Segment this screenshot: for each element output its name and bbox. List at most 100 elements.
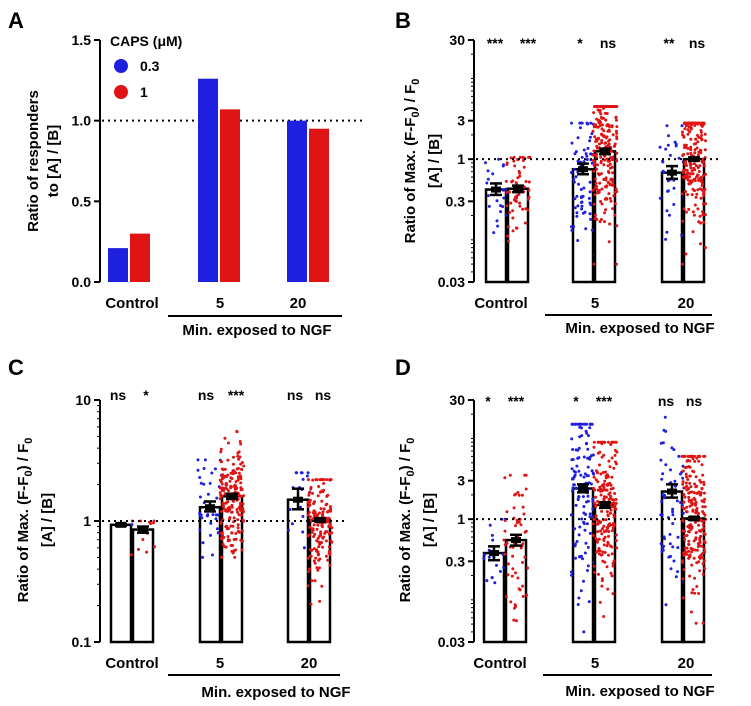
data-point-red (610, 456, 614, 460)
data-point-red (326, 493, 330, 497)
data-point-blue (302, 546, 306, 550)
category-label: 5 (591, 295, 599, 312)
data-point-red (330, 526, 334, 530)
data-point-blue (588, 531, 592, 535)
data-point-red (527, 180, 531, 184)
data-point-red (509, 156, 513, 160)
data-point-red (698, 478, 702, 482)
data-point-red (232, 499, 235, 503)
data-point-blue (499, 210, 503, 214)
data-point-red (703, 213, 707, 217)
data-point-red (685, 534, 689, 537)
data-point-red (526, 566, 530, 570)
data-point-blue (210, 471, 214, 475)
data-point-red (614, 539, 618, 543)
data-point-red (594, 478, 598, 482)
data-point-red (683, 534, 686, 538)
data-point-red (693, 151, 697, 155)
data-point-blue (583, 472, 587, 476)
data-point-blue (666, 143, 670, 147)
mean-marker (205, 504, 215, 511)
data-point-red (315, 566, 319, 570)
data-point-red (598, 549, 602, 553)
data-point-red (682, 568, 686, 572)
data-point-red (137, 547, 140, 551)
data-point-red (591, 188, 595, 192)
data-point-blue (495, 199, 499, 203)
data-point-blue (301, 477, 305, 481)
data-point-red (592, 169, 596, 173)
data-point-red (690, 591, 694, 595)
data-point-red (527, 195, 531, 199)
data-point-red (681, 171, 685, 175)
data-point-red (599, 553, 603, 557)
data-point-red (508, 473, 512, 477)
data-point-red (613, 506, 617, 510)
data-point-red (603, 197, 607, 201)
data-point-red (684, 472, 688, 476)
data-point-red (505, 510, 509, 514)
data-point-blue (589, 121, 593, 125)
data-point-red (702, 491, 706, 495)
data-point-red (220, 482, 224, 486)
bar-red (220, 495, 244, 644)
data-point-red (613, 202, 617, 206)
data-point-red (686, 132, 690, 136)
data-point-red (702, 454, 706, 458)
data-point-red (611, 564, 615, 568)
y-axis-label-part: Ratio of Max. (F-F (397, 477, 414, 603)
data-point-red (695, 175, 698, 179)
mean-marker (513, 185, 523, 192)
data-point-red (320, 499, 324, 503)
data-point-red (704, 246, 707, 250)
data-point-blue (681, 464, 685, 468)
data-point-red (129, 553, 133, 557)
data-point-red (327, 545, 331, 549)
y-tick-label: 0.0 (72, 274, 92, 290)
data-point-red (506, 225, 510, 229)
data-point-red (594, 140, 598, 143)
data-point-red (686, 193, 689, 197)
data-point-red (612, 515, 616, 519)
data-point-blue (576, 239, 580, 242)
data-point-red (697, 523, 701, 527)
data-point-red (682, 493, 686, 497)
data-point-red (603, 479, 607, 483)
data-point-red (699, 176, 703, 179)
data-point-blue (572, 483, 576, 487)
data-point-red (317, 552, 321, 556)
data-point-red (598, 485, 602, 489)
data-point-red (226, 527, 230, 531)
data-point-blue (659, 542, 663, 546)
data-point-red (608, 162, 612, 166)
data-point-red (153, 545, 156, 549)
data-point-red (505, 595, 508, 599)
data-point-red (611, 184, 615, 187)
data-point-red (312, 509, 316, 513)
data-point-red (602, 129, 606, 133)
data-point-red (693, 203, 697, 207)
data-point-blue (674, 142, 678, 146)
significance-label: * (485, 393, 491, 409)
y-tick-label: 30 (449, 32, 465, 48)
data-point-red (241, 518, 245, 522)
data-point-red (680, 192, 684, 196)
data-point-blue (216, 531, 220, 535)
data-point-blue (196, 468, 200, 472)
data-point-red (228, 516, 232, 520)
data-point-red (239, 462, 243, 466)
data-point-blue (577, 182, 580, 186)
data-point-blue (213, 467, 217, 471)
data-point-red (692, 162, 696, 166)
data-point-blue (295, 471, 299, 475)
data-point-blue (573, 206, 577, 210)
data-point-blue (486, 194, 490, 198)
data-point-red (221, 543, 225, 546)
data-point-red (682, 168, 685, 172)
data-point-red (519, 546, 523, 550)
data-point-red (600, 584, 604, 588)
data-point-blue (582, 630, 586, 634)
data-point-blue (659, 458, 663, 462)
data-point-red (684, 145, 688, 149)
data-point-red (222, 507, 226, 511)
